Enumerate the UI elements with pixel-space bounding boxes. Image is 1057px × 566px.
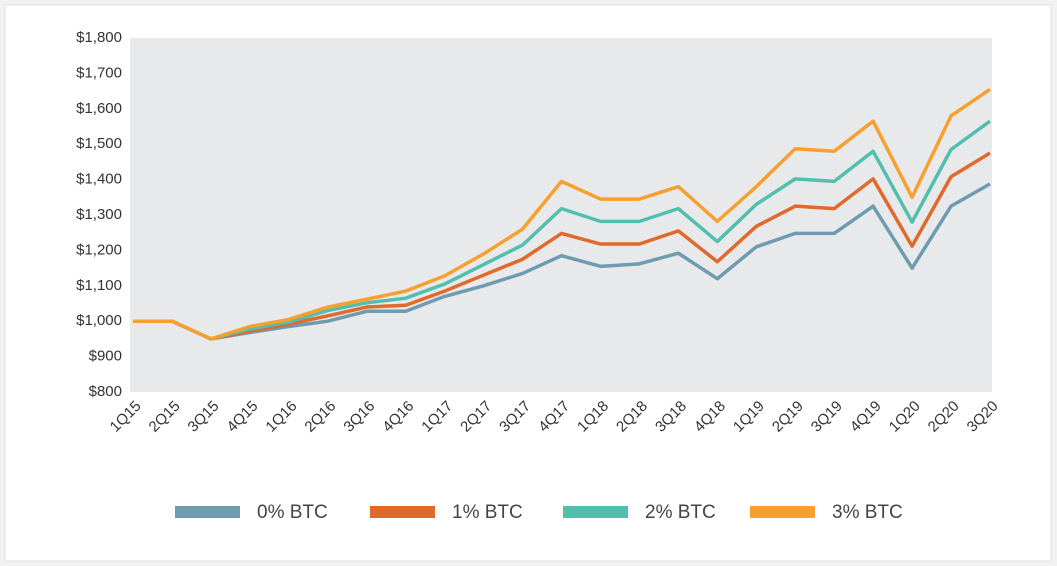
y-tick-label: $900	[89, 348, 122, 365]
y-tick-label: $1,600	[76, 100, 122, 117]
y-tick-label: $1,400	[76, 171, 122, 188]
y-tick-label: $1,200	[76, 241, 122, 258]
y-tick-label: $1,800	[76, 29, 122, 46]
series-line	[133, 151, 991, 341]
legend-label: 0% BTC	[257, 502, 328, 523]
legend-swatch	[175, 506, 240, 518]
legend-label: 2% BTC	[645, 502, 716, 523]
series-line	[133, 182, 991, 341]
plot-area	[130, 38, 992, 392]
y-tick-label: $1,300	[76, 206, 122, 223]
y-tick-label: $1,000	[76, 312, 122, 329]
y-tick-label: $1,100	[76, 277, 122, 294]
y-tick-label: $800	[89, 383, 122, 400]
legend-swatch	[750, 506, 815, 518]
series-line	[133, 119, 992, 341]
legend-swatch	[563, 506, 628, 518]
legend-label: 1% BTC	[452, 502, 523, 523]
y-tick-label: $1,700	[76, 64, 122, 81]
series-line	[133, 87, 991, 341]
legend-label: 3% BTC	[832, 502, 903, 523]
legend-swatch	[370, 506, 435, 518]
y-tick-label: $1,500	[76, 135, 122, 152]
